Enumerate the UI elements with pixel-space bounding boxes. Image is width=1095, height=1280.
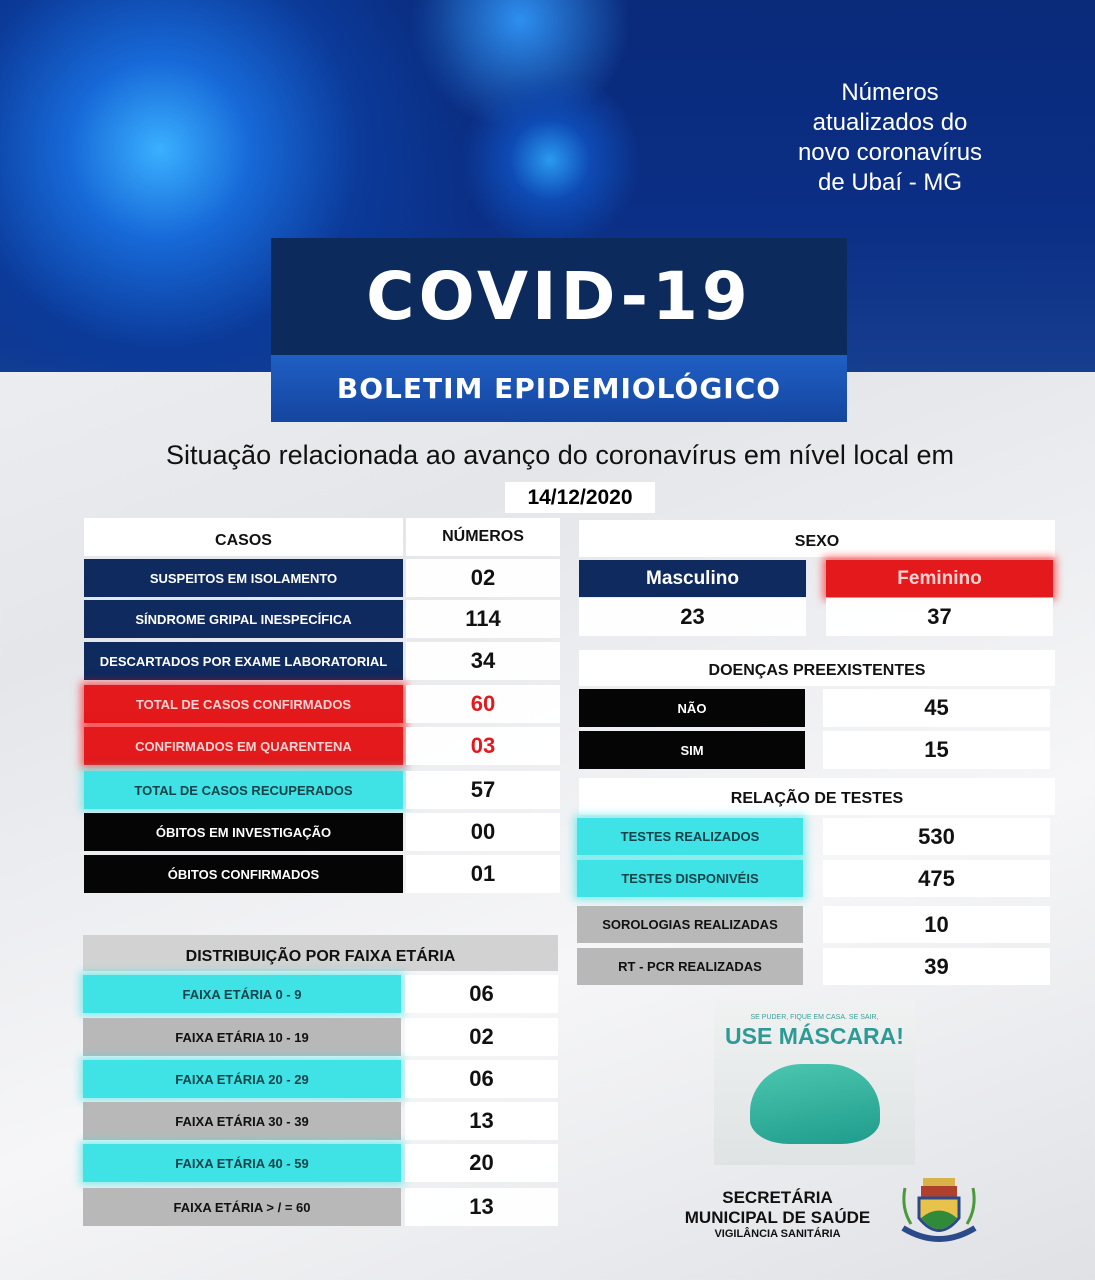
tagline-line: Números xyxy=(841,79,939,106)
casos-row-label: ÓBITOS CONFIRMADOS xyxy=(84,855,403,893)
casos-row-value: 01 xyxy=(406,855,560,893)
doencas-row-label: SIM xyxy=(579,731,805,769)
testes-row-value: 10 xyxy=(823,906,1050,943)
report-date: 14/12/2020 xyxy=(505,482,655,513)
doencas-header: DOENÇAS PREEXISTENTES xyxy=(579,650,1055,686)
testes-row-label: RT - PCR REALIZADAS xyxy=(577,948,803,985)
masculino-value: 23 xyxy=(579,598,806,636)
masculino-label: Masculino xyxy=(579,560,806,597)
testes-row-value: 475 xyxy=(823,860,1050,897)
casos-row-value: 60 xyxy=(406,685,560,723)
testes-row-label: SOROLOGIAS REALIZADAS xyxy=(577,906,803,943)
page-title: COVID-19 xyxy=(271,238,847,356)
casos-header: CASOS xyxy=(84,518,403,556)
mask-icon xyxy=(749,1064,880,1144)
use-mask-image: SE PUDER, FIQUE EM CASA. SE SAIR, USE MÁ… xyxy=(714,1000,915,1165)
situacao-text: Situação relacionada ao avanço do corona… xyxy=(166,440,954,470)
casos-row-label: SUSPEITOS EM ISOLAMENTO xyxy=(84,559,403,597)
casos-row-value: 57 xyxy=(406,771,560,809)
casos-row-value: 114 xyxy=(406,600,560,638)
casos-row-value: 02 xyxy=(406,559,560,597)
casos-row-label: TOTAL DE CASOS CONFIRMADOS xyxy=(84,685,403,723)
faixa-row-value: 13 xyxy=(405,1102,558,1140)
doencas-row-value: 45 xyxy=(823,689,1050,727)
secretaria-line2: MUNICIPAL DE SAÚDE xyxy=(684,1208,871,1227)
casos-row-value: 00 xyxy=(406,813,560,851)
secretaria-line1: SECRETÁRIA xyxy=(722,1188,833,1207)
faixa-row-label: FAIXA ETÁRIA 40 - 59 xyxy=(83,1144,401,1182)
tagline-line: novo coronavírus xyxy=(797,139,983,166)
testes-row-value: 530 xyxy=(823,818,1050,855)
faixa-row-value: 13 xyxy=(405,1188,558,1226)
testes-row-value: 39 xyxy=(823,948,1050,985)
mask-small-text: SE PUDER, FIQUE EM CASA. SE SAIR, xyxy=(750,1014,879,1021)
faixa-row-label: FAIXA ETÁRIA 0 - 9 xyxy=(83,975,401,1013)
casos-row-label: DESCARTADOS POR EXAME LABORATORIAL xyxy=(84,642,403,680)
casos-row-label: ÓBITOS EM INVESTIGAÇÃO xyxy=(84,813,403,851)
casos-row-label: SÍNDROME GRIPAL INESPECÍFICA xyxy=(84,600,403,638)
doencas-row-label: NÃO xyxy=(579,689,805,727)
tagline: Números atualizados do novo coronavírus … xyxy=(770,78,1010,198)
faixa-row-value: 20 xyxy=(405,1144,558,1182)
feminino-value: 37 xyxy=(826,598,1053,636)
faixa-header: DISTRIBUIÇÃO POR FAIXA ETÁRIA xyxy=(83,935,558,971)
secretaria-line3: VIGILÂNCIA SANITÁRIA xyxy=(714,1228,841,1240)
faixa-row-label: FAIXA ETÁRIA > / = 60 xyxy=(83,1188,401,1226)
testes-row-label: TESTES DISPONIVÉIS xyxy=(577,860,803,897)
faixa-row-value: 02 xyxy=(405,1018,558,1056)
faixa-row-value: 06 xyxy=(405,975,558,1013)
faixa-row-value: 06 xyxy=(405,1060,558,1098)
testes-row-label: TESTES REALIZADOS xyxy=(577,818,803,855)
testes-header: RELAÇÃO DE TESTES xyxy=(579,778,1055,815)
casos-row-value: 34 xyxy=(406,642,560,680)
mask-big-text: USE MÁSCARA! xyxy=(725,1023,904,1049)
faixa-row-label: FAIXA ETÁRIA 10 - 19 xyxy=(83,1018,401,1056)
tagline-line: atualizados do xyxy=(812,109,968,136)
casos-row-value: 03 xyxy=(406,727,560,765)
numeros-header: NÚMEROS xyxy=(406,518,560,556)
tagline-line: de Ubaí - MG xyxy=(817,169,963,196)
ubai-coat-of-arms-icon xyxy=(901,1178,977,1242)
casos-row-label: CONFIRMADOS EM QUARENTENA xyxy=(84,727,403,765)
casos-row-label: TOTAL DE CASOS RECUPERADOS xyxy=(84,771,403,809)
secretaria-signature: SECRETÁRIA MUNICIPAL DE SAÚDE VIGILÂNCIA… xyxy=(670,1188,885,1240)
faixa-row-label: FAIXA ETÁRIA 20 - 29 xyxy=(83,1060,401,1098)
sexo-header: SEXO xyxy=(579,520,1055,557)
faixa-row-label: FAIXA ETÁRIA 30 - 39 xyxy=(83,1102,401,1140)
feminino-label: Feminino xyxy=(826,560,1053,597)
page-subtitle: BOLETIM EPIDEMIOLÓGICO xyxy=(271,355,847,422)
doencas-row-value: 15 xyxy=(823,731,1050,769)
